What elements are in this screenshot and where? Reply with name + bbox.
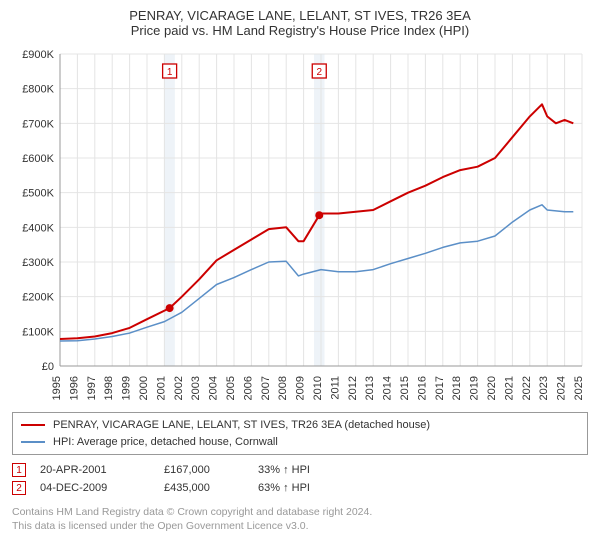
svg-text:2014: 2014 xyxy=(382,376,394,400)
chart-title-block: PENRAY, VICARAGE LANE, LELANT, ST IVES, … xyxy=(12,8,588,38)
legend-row: HPI: Average price, detached house, Corn… xyxy=(21,434,579,451)
svg-text:1: 1 xyxy=(167,67,173,78)
footer-attribution: Contains HM Land Registry data © Crown c… xyxy=(12,505,588,533)
price-chart-svg: £0 £100K £200K £300K £400K £500K £600K £700K £80… xyxy=(12,46,588,406)
sale-marker: 2 xyxy=(12,481,26,495)
sale-row: 1 20-APR-2001 £167,000 33% ↑ HPI xyxy=(12,461,588,479)
svg-text:£800K: £800K xyxy=(22,84,54,96)
svg-text:2021: 2021 xyxy=(503,376,515,400)
legend-swatch xyxy=(21,424,45,426)
svg-text:2016: 2016 xyxy=(416,376,428,400)
legend-box: PENRAY, VICARAGE LANE, LELANT, ST IVES, … xyxy=(12,412,588,455)
sales-table: 1 20-APR-2001 £167,000 33% ↑ HPI 2 04-DEC-200… xyxy=(12,461,588,497)
svg-text:2002: 2002 xyxy=(173,376,185,400)
title-subtitle: Price paid vs. HM Land Registry's House … xyxy=(12,23,588,38)
svg-text:2003: 2003 xyxy=(190,376,202,400)
sale-date: 04-DEC-2009 xyxy=(40,482,150,494)
svg-text:2010: 2010 xyxy=(312,376,324,400)
svg-text:1998: 1998 xyxy=(103,376,115,400)
sale-hpi: 63% ↑ HPI xyxy=(258,482,348,494)
footer-line1: Contains HM Land Registry data © Crown c… xyxy=(12,505,588,519)
svg-text:2000: 2000 xyxy=(138,376,150,400)
title-address: PENRAY, VICARAGE LANE, LELANT, ST IVES, … xyxy=(12,8,588,23)
svg-text:1997: 1997 xyxy=(86,376,98,400)
sale-price: £435,000 xyxy=(164,482,244,494)
sale-hpi: 33% ↑ HPI xyxy=(258,464,348,476)
svg-text:2024: 2024 xyxy=(556,376,568,400)
svg-text:£700K: £700K xyxy=(22,118,54,130)
svg-text:£500K: £500K xyxy=(22,188,54,200)
svg-text:2013: 2013 xyxy=(364,376,376,400)
svg-text:2018: 2018 xyxy=(451,376,463,400)
footer-line2: This data is licensed under the Open Gov… xyxy=(12,519,588,533)
svg-text:2022: 2022 xyxy=(521,376,533,400)
svg-text:2006: 2006 xyxy=(242,376,254,400)
svg-text:£400K: £400K xyxy=(22,222,54,234)
svg-text:£0: £0 xyxy=(42,361,54,373)
svg-text:1996: 1996 xyxy=(68,376,80,400)
svg-text:2009: 2009 xyxy=(295,376,307,400)
svg-text:£600K: £600K xyxy=(22,153,54,165)
svg-text:2015: 2015 xyxy=(399,376,411,400)
svg-text:2: 2 xyxy=(316,67,322,78)
svg-text:2020: 2020 xyxy=(486,376,498,400)
chart-area: £0 £100K £200K £300K £400K £500K £600K £700K £80… xyxy=(12,46,588,406)
svg-text:1999: 1999 xyxy=(121,376,133,400)
svg-text:2017: 2017 xyxy=(434,376,446,400)
svg-text:2011: 2011 xyxy=(329,376,341,400)
svg-text:£200K: £200K xyxy=(22,292,54,304)
sale-price: £167,000 xyxy=(164,464,244,476)
legend-label: HPI: Average price, detached house, Corn… xyxy=(53,434,278,451)
svg-text:2008: 2008 xyxy=(277,376,289,400)
svg-text:2012: 2012 xyxy=(347,376,359,400)
svg-text:2004: 2004 xyxy=(208,376,220,400)
svg-text:£300K: £300K xyxy=(22,257,54,269)
svg-text:2019: 2019 xyxy=(469,376,481,400)
svg-text:1995: 1995 xyxy=(51,376,63,400)
svg-text:2023: 2023 xyxy=(538,376,550,400)
legend-label: PENRAY, VICARAGE LANE, LELANT, ST IVES, … xyxy=(53,417,430,434)
legend-row: PENRAY, VICARAGE LANE, LELANT, ST IVES, … xyxy=(21,417,579,434)
svg-text:2007: 2007 xyxy=(260,376,272,400)
sale-row: 2 04-DEC-2009 £435,000 63% ↑ HPI xyxy=(12,479,588,497)
svg-text:£900K: £900K xyxy=(22,49,54,61)
svg-text:2005: 2005 xyxy=(225,376,237,400)
svg-text:2025: 2025 xyxy=(573,376,585,400)
sale-marker: 1 xyxy=(12,463,26,477)
svg-text:2001: 2001 xyxy=(155,376,167,400)
sale-date: 20-APR-2001 xyxy=(40,464,150,476)
legend-swatch xyxy=(21,441,45,443)
svg-text:£100K: £100K xyxy=(22,326,54,338)
